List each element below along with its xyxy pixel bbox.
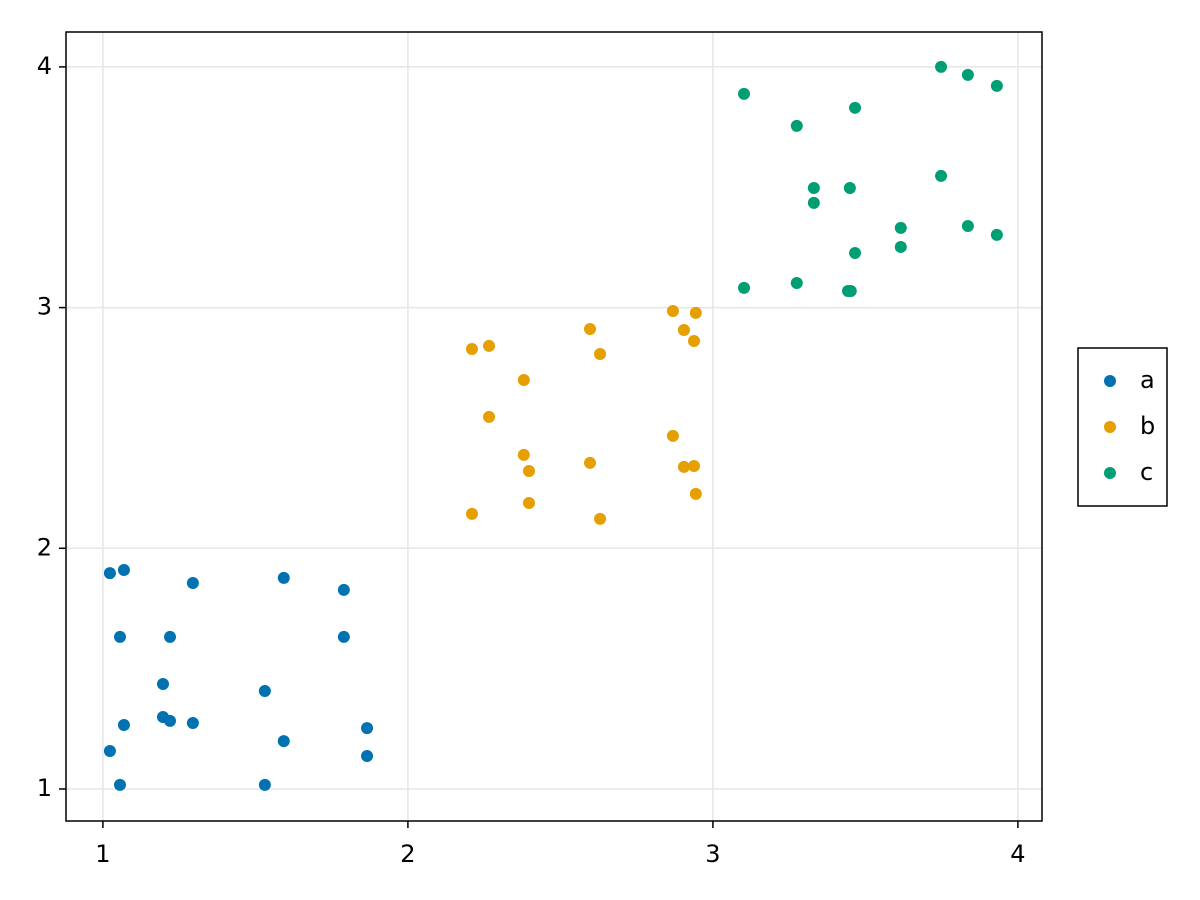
scatter-point (186, 576, 199, 589)
scatter-point (894, 240, 907, 253)
scatter-point (258, 685, 271, 698)
scatter-point (990, 79, 1003, 92)
legend-label: a (1140, 366, 1155, 394)
scatter-point (277, 571, 290, 584)
grid (66, 32, 1042, 821)
scatter-point (103, 567, 116, 580)
scatter-point (790, 119, 803, 132)
scatter-point (843, 181, 856, 194)
scatter-point (666, 304, 679, 317)
scatter-point (807, 196, 820, 209)
scatter-point (258, 778, 271, 791)
scatter-point (517, 448, 530, 461)
legend-label: c (1140, 458, 1153, 486)
scatter-point (738, 281, 751, 294)
scatter-point (483, 410, 496, 423)
scatter-point (666, 429, 679, 442)
x-tick-label: 3 (705, 840, 720, 868)
scatter-point (687, 459, 700, 472)
axes: 1 2 3 4 1 2 3 4 (37, 52, 1026, 868)
scatter-point (361, 750, 374, 763)
plot-marks (103, 60, 1003, 791)
legend: abc (1077, 347, 1168, 507)
legend-label: b (1140, 412, 1155, 440)
y-tick-label: 1 (37, 774, 52, 802)
scatter-point (164, 630, 177, 643)
scatter-point (961, 68, 974, 81)
scatter-point (277, 735, 290, 748)
legend-swatch (1104, 421, 1116, 433)
scatter-point (689, 306, 702, 319)
scatter-point (483, 339, 496, 352)
scatter-point (156, 678, 169, 691)
scatter-point (961, 220, 974, 233)
scatter-point (849, 101, 862, 114)
scatter-point (849, 246, 862, 259)
scatter-point (103, 744, 116, 757)
scatter-point (522, 465, 535, 478)
scatter-point (583, 456, 596, 469)
scatter-point (990, 228, 1003, 241)
x-tick-label: 1 (95, 840, 110, 868)
scatter-point (517, 374, 530, 387)
legend-frame (1077, 347, 1168, 507)
scatter-point (689, 487, 702, 500)
x-tick-label: 2 (400, 840, 415, 868)
scatter-point (465, 342, 478, 355)
scatter-point (113, 630, 126, 643)
scatter-point (337, 583, 350, 596)
scatter-point (935, 60, 948, 73)
scatter-point (677, 323, 690, 336)
scatter-point (465, 507, 478, 520)
scatter-point (687, 335, 700, 348)
plot-frame (65, 31, 1043, 822)
scatter-point (186, 717, 199, 730)
scatter-point (117, 718, 130, 731)
legend-swatch (1104, 375, 1116, 387)
scatter-point (522, 497, 535, 510)
scatter-point (361, 722, 374, 735)
y-tick-label: 2 (37, 533, 52, 561)
y-tick-label: 3 (37, 293, 52, 321)
scatter-point (117, 563, 130, 576)
scatter-point (677, 460, 690, 473)
scatter-point (738, 87, 751, 100)
scatter-point (935, 169, 948, 182)
scatter-point (113, 778, 126, 791)
scatter-point (790, 277, 803, 290)
x-tick-label: 4 (1010, 840, 1025, 868)
scatter-point (894, 221, 907, 234)
scatter-point (594, 512, 607, 525)
y-tick-label: 4 (37, 52, 52, 80)
scatter-point (337, 630, 350, 643)
scatter-point (164, 714, 177, 727)
scatter-point (807, 181, 820, 194)
scatter-point (844, 284, 857, 297)
scatter-point (594, 348, 607, 361)
scatter-point (583, 323, 596, 336)
legend-swatch (1104, 467, 1116, 479)
